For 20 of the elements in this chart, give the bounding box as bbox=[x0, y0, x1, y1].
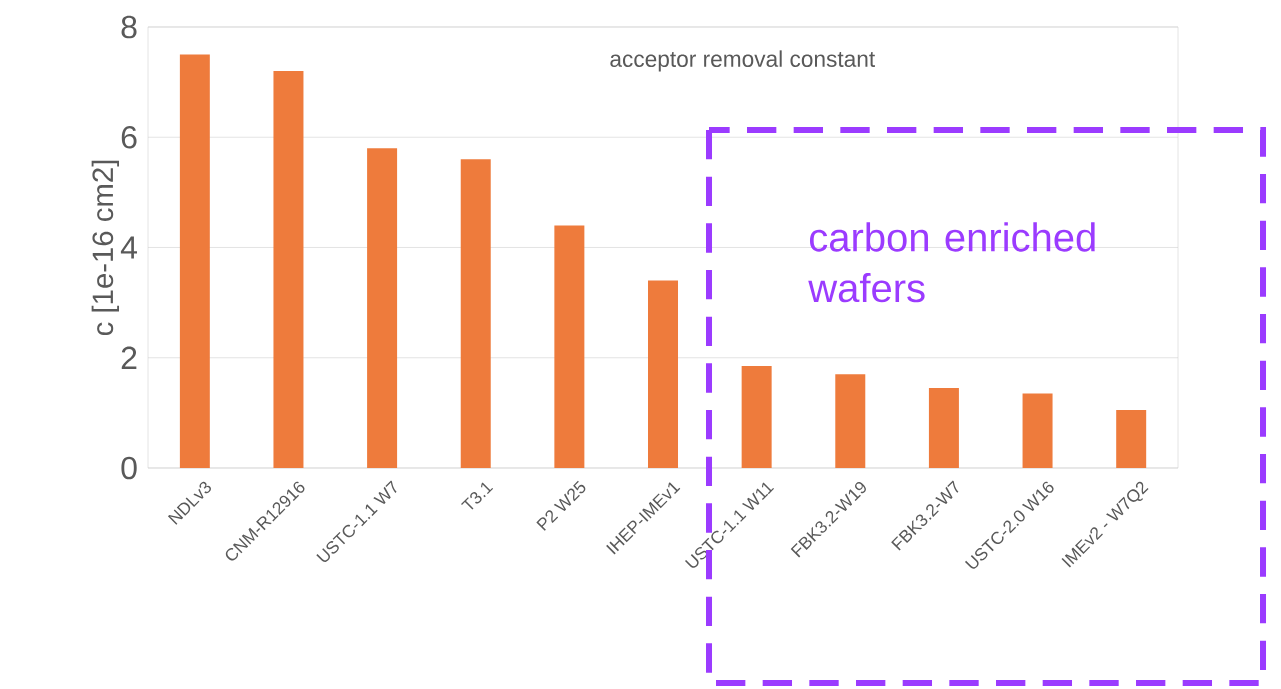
bar bbox=[554, 225, 585, 468]
bar bbox=[460, 159, 491, 468]
y-tick-label: 8 bbox=[121, 15, 137, 39]
bar bbox=[928, 388, 959, 468]
y-tick-label: 6 bbox=[121, 125, 137, 149]
bar bbox=[179, 54, 210, 468]
bar bbox=[648, 280, 679, 468]
annotation: carbon enriched wafers bbox=[808, 222, 1095, 303]
text: acceptor removal constant bbox=[610, 50, 876, 72]
bar bbox=[273, 71, 304, 468]
bar bbox=[1022, 393, 1053, 468]
x-tick-label: T3.1 bbox=[461, 482, 494, 510]
bar bbox=[1116, 410, 1147, 468]
y-axis-title: c [1e-16 cm2] bbox=[91, 160, 119, 336]
bar bbox=[835, 374, 866, 468]
y-tick-label: 2 bbox=[121, 346, 137, 369]
y-tick-label: 4 bbox=[120, 236, 138, 259]
bar bbox=[367, 148, 398, 468]
bar bbox=[741, 366, 772, 468]
y-tick-label: 0 bbox=[121, 456, 137, 480]
